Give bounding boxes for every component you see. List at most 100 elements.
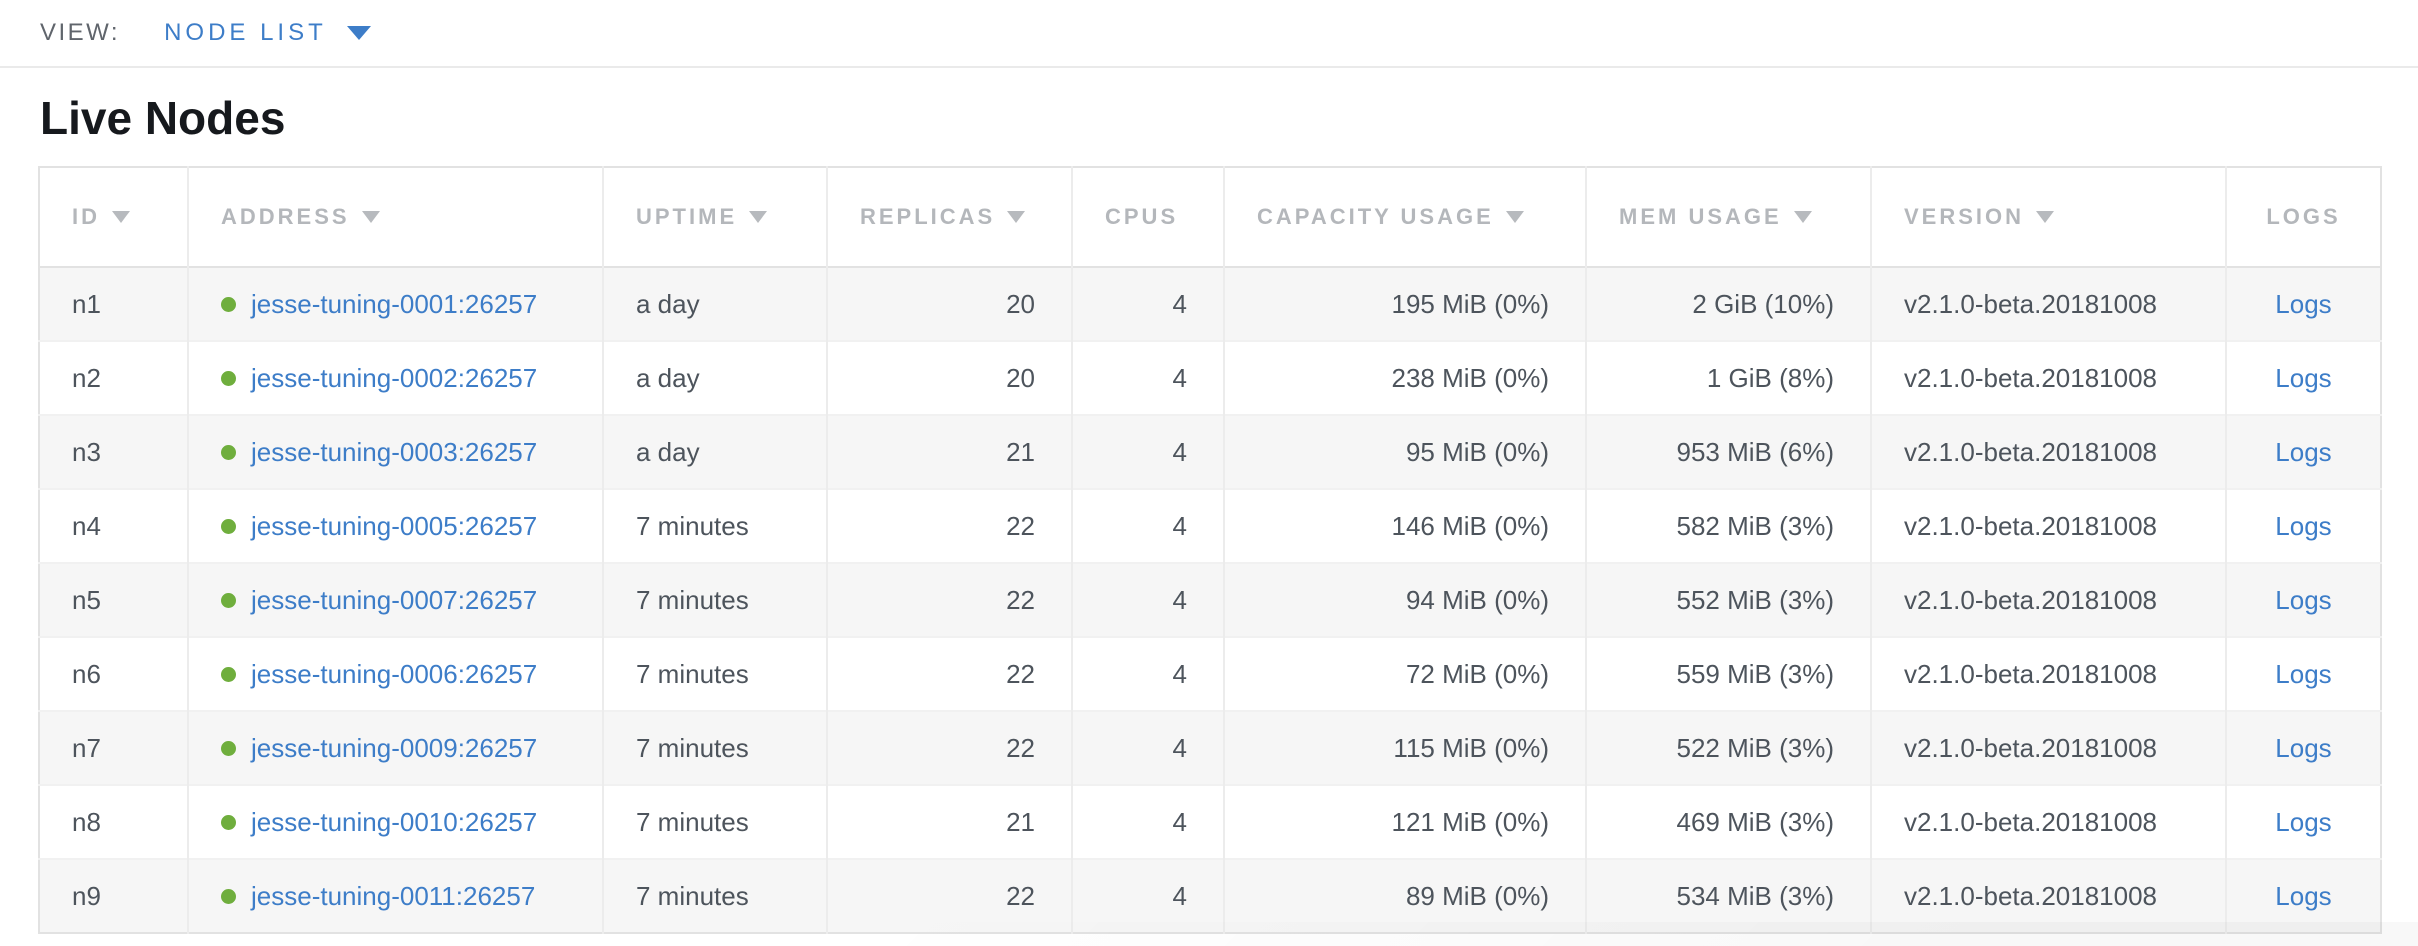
version-text: v2.1.0-beta.20181008 [1904, 732, 2157, 763]
column-header-uptime[interactable]: UPTIME [603, 167, 828, 267]
cell-node-id: n3 [39, 415, 189, 489]
logs-link[interactable]: Logs [2275, 362, 2332, 393]
cell-logs: Logs [2226, 563, 2381, 637]
node-id-text: n1 [72, 288, 101, 319]
column-header-address[interactable]: ADDRESS [188, 167, 604, 267]
view-selector-dropdown[interactable]: NODE LIST [164, 19, 371, 47]
cell-uptime: 7 minutes [603, 489, 828, 563]
cell-capacity-usage: 121 MiB (0%) [1224, 785, 1587, 859]
mem-usage-value: 552 MiB (3%) [1676, 584, 1835, 615]
logs-link[interactable]: Logs [2275, 880, 2332, 911]
cell-logs: Logs [2226, 415, 2381, 489]
sort-desc-arrow-icon [1505, 211, 1524, 223]
column-header-mem_usage[interactable]: MEM USAGE [1586, 167, 1872, 267]
node-id-text: n9 [72, 880, 101, 911]
cell-capacity-usage: 94 MiB (0%) [1224, 563, 1587, 637]
cell-cpus: 4 [1072, 711, 1225, 785]
node-address-link[interactable]: jesse-tuning-0009:26257 [251, 732, 538, 763]
node-address-link[interactable]: jesse-tuning-0011:26257 [251, 880, 536, 911]
cell-mem-usage: 552 MiB (3%) [1586, 563, 1872, 637]
cell-replicas: 21 [827, 785, 1073, 859]
node-address-link[interactable]: jesse-tuning-0001:26257 [251, 288, 538, 319]
cell-version: v2.1.0-beta.20181008 [1871, 341, 2227, 415]
view-label: VIEW: [40, 19, 121, 46]
cell-version: v2.1.0-beta.20181008 [1871, 859, 2227, 933]
replicas-value: 22 [1006, 732, 1035, 763]
column-header-replicas[interactable]: REPLICAS [827, 167, 1073, 267]
capacity-usage-value: 121 MiB (0%) [1391, 806, 1550, 837]
column-header-id[interactable]: ID [39, 167, 189, 267]
cell-replicas: 22 [827, 637, 1073, 711]
health-status-dot-icon [221, 296, 236, 312]
replicas-value: 21 [1006, 806, 1035, 837]
cell-capacity-usage: 89 MiB (0%) [1224, 859, 1587, 933]
node-address-link[interactable]: jesse-tuning-0006:26257 [251, 658, 538, 689]
node-id-text: n4 [72, 510, 101, 541]
cell-mem-usage: 953 MiB (6%) [1586, 415, 1872, 489]
logs-link[interactable]: Logs [2275, 584, 2332, 615]
node-id-text: n6 [72, 658, 101, 689]
table-row: n8 jesse-tuning-0010:26257 7 minutes 21 4 121… [39, 785, 2381, 859]
cell-capacity-usage: 238 MiB (0%) [1224, 341, 1587, 415]
logs-link[interactable]: Logs [2275, 732, 2332, 763]
column-header-label: LOGS [2266, 204, 2341, 229]
column-header-version[interactable]: VERSION [1871, 167, 2227, 267]
chevron-down-icon [346, 26, 371, 40]
column-header-label: UPTIME [636, 204, 738, 229]
capacity-usage-value: 195 MiB (0%) [1391, 288, 1550, 319]
mem-usage-value: 1 GiB (8%) [1706, 362, 1834, 393]
cell-cpus: 4 [1072, 267, 1225, 341]
cell-mem-usage: 534 MiB (3%) [1586, 859, 1872, 933]
cell-node-id: n4 [39, 489, 189, 563]
table-row: n3 jesse-tuning-0003:26257 a day 21 4 95 MiB … [39, 415, 2381, 489]
cell-address: jesse-tuning-0006:26257 [188, 637, 604, 711]
cpus-value: 4 [1172, 362, 1187, 393]
node-id-text: n2 [72, 362, 101, 393]
logs-link[interactable]: Logs [2275, 806, 2332, 837]
column-header-logs: LOGS [2226, 167, 2381, 267]
cell-address: jesse-tuning-0010:26257 [188, 785, 604, 859]
node-address-link[interactable]: jesse-tuning-0010:26257 [251, 806, 538, 837]
column-header-cpus: CPUS [1072, 167, 1225, 267]
health-status-dot-icon [221, 518, 236, 534]
uptime-text: a day [636, 362, 700, 393]
node-id-text: n8 [72, 806, 101, 837]
cell-logs: Logs [2226, 637, 2381, 711]
version-text: v2.1.0-beta.20181008 [1904, 658, 2157, 689]
cell-cpus: 4 [1072, 859, 1225, 933]
cell-capacity-usage: 195 MiB (0%) [1224, 267, 1587, 341]
cell-version: v2.1.0-beta.20181008 [1871, 563, 2227, 637]
column-header-label: ADDRESS [221, 204, 350, 229]
column-header-label: VERSION [1904, 204, 2025, 229]
column-header-capacity_usage[interactable]: CAPACITY USAGE [1224, 167, 1587, 267]
health-status-dot-icon [221, 888, 236, 904]
cell-uptime: a day [603, 267, 828, 341]
cell-node-id: n7 [39, 711, 189, 785]
version-text: v2.1.0-beta.20181008 [1904, 510, 2157, 541]
cell-address: jesse-tuning-0011:26257 [188, 859, 604, 933]
cell-version: v2.1.0-beta.20181008 [1871, 785, 2227, 859]
replicas-value: 22 [1006, 584, 1035, 615]
cell-node-id: n9 [39, 859, 189, 933]
cell-mem-usage: 522 MiB (3%) [1586, 711, 1872, 785]
replicas-value: 22 [1006, 658, 1035, 689]
table-row: n1 jesse-tuning-0001:26257 a day 20 4 195 MiB… [39, 267, 2381, 341]
logs-link[interactable]: Logs [2275, 658, 2332, 689]
table-row: n5 jesse-tuning-0007:26257 7 minutes 22 4 94 … [39, 563, 2381, 637]
cell-logs: Logs [2226, 267, 2381, 341]
cpus-value: 4 [1172, 510, 1187, 541]
node-address-link[interactable]: jesse-tuning-0005:26257 [251, 510, 538, 541]
node-address-link[interactable]: jesse-tuning-0003:26257 [251, 436, 538, 467]
column-header-label: CAPACITY USAGE [1257, 204, 1494, 229]
node-address-link[interactable]: jesse-tuning-0002:26257 [251, 362, 538, 393]
live-nodes-table-container: ID ADDRESS UPTIME REPLICAS CPUS CAPACITY USAG… [38, 166, 2418, 934]
cell-replicas: 20 [827, 341, 1073, 415]
logs-link[interactable]: Logs [2275, 510, 2332, 541]
logs-link[interactable]: Logs [2275, 436, 2332, 467]
logs-link[interactable]: Logs [2275, 288, 2332, 319]
node-address-link[interactable]: jesse-tuning-0007:26257 [251, 584, 538, 615]
cell-uptime: 7 minutes [603, 563, 828, 637]
version-text: v2.1.0-beta.20181008 [1904, 584, 2157, 615]
table-row: n9 jesse-tuning-0011:26257 7 minutes 22 4 89 … [39, 859, 2381, 933]
cell-version: v2.1.0-beta.20181008 [1871, 637, 2227, 711]
